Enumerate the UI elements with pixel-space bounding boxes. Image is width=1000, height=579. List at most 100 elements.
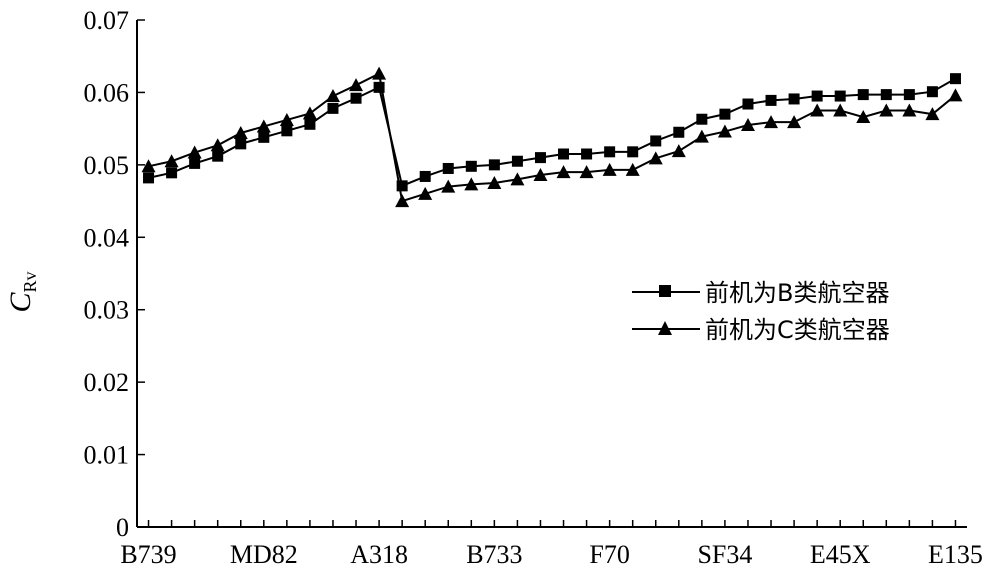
triangle-marker [395,194,410,208]
square-marker [696,113,708,125]
y-tick-label: 0.03 [84,296,130,325]
legend-square-marker [659,285,671,297]
legend-label-b: 前机为B类航空器 [705,279,889,307]
square-marker [511,155,523,167]
triangle-marker [279,112,294,126]
y-axis-label-main: C [4,292,37,313]
legend-triangle-marker [658,321,672,335]
y-axis-label: CRv [4,271,40,312]
triangle-marker [441,179,456,193]
triangle-marker [187,145,202,159]
triangle-marker [533,167,548,181]
triangle-marker [372,66,387,80]
square-marker [604,146,616,158]
square-marker [788,93,800,105]
triangle-marker [602,162,617,176]
y-tick-label: 0 [116,513,129,542]
x-axis-ticks: B739 MD82 A318 B733 F70 SF34 E45X E135 [120,520,983,569]
square-marker [442,162,454,174]
square-marker [327,102,339,114]
series-markers [141,66,963,208]
triangle-marker [694,129,709,143]
triangle-marker [740,118,755,132]
triangle-marker [833,103,848,117]
square-marker [350,92,362,104]
x-tick-label: SF34 [697,540,752,569]
triangle-marker [902,103,917,117]
square-marker [673,126,685,138]
square-marker [650,135,662,147]
triangle-marker [556,165,571,179]
triangle-marker [671,144,686,158]
square-marker [834,90,846,102]
triangle-marker [464,177,479,191]
triangle-marker [717,124,732,138]
square-marker [189,157,201,169]
y-tick-label: 0.01 [84,441,130,470]
triangle-marker [164,154,179,168]
triangle-marker [210,138,225,152]
square-marker [373,81,385,93]
triangle-marker [302,106,317,120]
triangle-marker [648,151,663,165]
square-marker [627,146,639,158]
square-marker [534,152,546,164]
square-marker [304,118,316,130]
legend-label-c: 前机为C类航空器 [705,316,890,344]
y-tick-label: 0.06 [84,78,130,107]
x-tick-label: E135 [928,540,983,569]
square-marker [419,170,431,182]
square-marker [857,89,869,101]
y-tick-label: 0.02 [84,368,130,397]
triangle-marker [948,88,963,102]
square-marker [281,125,293,137]
square-marker [212,150,224,162]
square-marker [581,148,593,160]
y-tick-label: 0.05 [84,151,130,180]
square-marker [558,148,570,160]
triangle-marker [418,186,433,200]
x-tick-label: MD82 [230,540,298,569]
y-tick-label: 0.04 [84,223,130,252]
x-tick-label: F70 [589,540,629,569]
x-tick-label: B733 [466,540,522,569]
square-marker [396,180,408,192]
square-marker [465,160,477,172]
x-tick-label: B739 [120,540,176,569]
triangle-marker [810,103,825,117]
square-marker [258,131,270,143]
square-marker [949,73,961,85]
triangle-marker [510,172,525,186]
x-tick-label: E45X [810,540,871,569]
y-axis-ticks: 0 0.01 0.02 0.03 0.04 0.05 0.06 0.07 [84,6,145,542]
triangle-marker [349,78,364,92]
square-marker [742,98,754,110]
axes [136,20,967,528]
square-marker [166,167,178,179]
triangle-marker [625,162,640,176]
triangle-marker [579,165,594,179]
square-marker [719,108,731,120]
square-marker [903,89,915,101]
series-lines [148,72,957,203]
triangle-marker [764,115,779,129]
legend: 前机为B类航空器 前机为C类航空器 [632,279,890,344]
series-line-c [148,72,957,203]
triangle-marker [925,107,940,121]
triangle-marker [141,159,156,173]
square-marker [880,89,892,101]
square-marker [765,94,777,106]
square-marker [811,90,823,102]
square-marker [488,159,500,171]
triangle-marker [325,89,340,103]
square-marker [235,138,247,150]
triangle-marker [487,175,502,189]
square-marker [143,172,155,184]
y-axis-label-sub: Rv [20,271,40,292]
triangle-marker [787,115,802,129]
y-tick-label: 0.07 [84,6,130,35]
x-tick-label: A318 [350,540,408,569]
triangle-marker [856,110,871,124]
square-marker [926,86,938,98]
triangle-marker [879,103,894,117]
